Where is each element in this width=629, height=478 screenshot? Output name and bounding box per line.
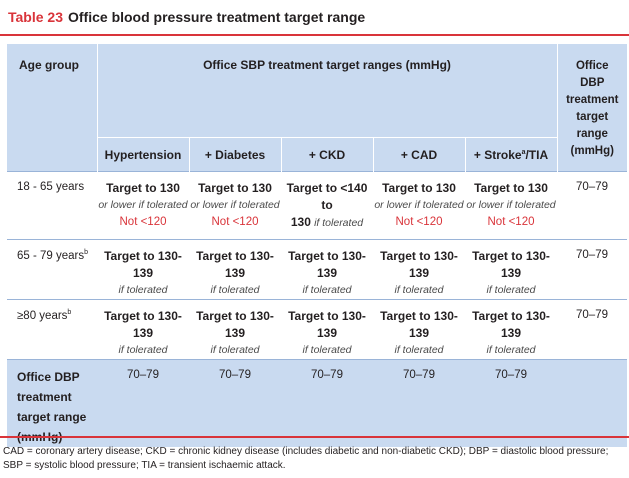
subheader-tia-label: /TIA <box>525 147 549 162</box>
target-sub: or lower if tolerated <box>98 198 188 211</box>
target-cell: Target to 130-139 if tolerated <box>373 238 465 299</box>
target-main2: 130 <box>290 214 311 229</box>
target-cell: Target to 130-139 if tolerated <box>189 298 281 359</box>
target-main: Target to 130-139 <box>104 248 182 280</box>
target-main: Target to 130-139 <box>104 308 182 340</box>
target-main: Target to 130-139 <box>288 308 366 340</box>
target-main: Target to 130-139 <box>196 248 274 280</box>
dbp-value: 70–79 <box>557 298 628 359</box>
dbp-summary-value: 70–79 <box>281 358 373 447</box>
subheader-hypertension: Hypertension <box>96 136 189 171</box>
target-line2: 130 if tolerated <box>281 214 373 232</box>
dbp-value: 70–79 <box>557 238 628 299</box>
target-sub: if tolerated <box>302 283 352 296</box>
dbp-summary-line: target range <box>17 409 87 424</box>
target-limit: Not <120 <box>211 215 259 228</box>
target-main: Target to 130 <box>474 180 548 195</box>
target-cell: Target to 130-139 if tolerated <box>465 298 558 359</box>
table-row: ≥80 yearsb Target to 130-139 if tolerate… <box>7 298 628 359</box>
subheader-stroke-label: + Stroke <box>473 147 522 162</box>
bp-target-table: Age group Office SBP treatment target ra… <box>7 44 628 447</box>
dbp-value: 70–79 <box>557 170 628 239</box>
target-cell: Target to 130 or lower if tolerated Not … <box>189 170 281 239</box>
target-sub: if tolerated <box>486 343 536 356</box>
target-sub: if tolerated <box>118 283 168 296</box>
footnote: CAD = coronary artery disease; CKD = chr… <box>3 446 609 471</box>
target-sub: if tolerated <box>314 216 364 229</box>
dbp-summary-value: 70–79 <box>97 358 189 447</box>
header-dbp-col: Office DBP treatment target range (mmHg) <box>556 44 628 171</box>
target-cell: Target to 130-139 if tolerated <box>97 298 189 359</box>
age-cell: 65 - 79 yearsb <box>7 238 97 299</box>
table-number: Table 23 <box>8 9 63 25</box>
target-sub: if tolerated <box>118 343 168 356</box>
target-sub: if tolerated <box>210 283 260 296</box>
target-sub: or lower if tolerated <box>466 198 556 211</box>
target-sub: or lower if tolerated <box>190 198 280 211</box>
target-limit: Not <120 <box>487 215 535 228</box>
footnote-marker: b <box>84 248 89 256</box>
table-title-bar: Table 23 Office blood pressure treatment… <box>0 0 629 36</box>
empty-cell <box>557 358 628 447</box>
target-main: Target to 130 <box>198 180 272 195</box>
header-sbp-span: Office SBP treatment target ranges (mmHg… <box>96 44 558 137</box>
target-sub: if tolerated <box>394 283 444 296</box>
header-dbp-line: target range <box>576 111 609 140</box>
target-main: Target to 130-139 <box>472 308 550 340</box>
target-limit: Not <120 <box>119 215 167 228</box>
dbp-summary-line: Office DBP <box>17 369 80 384</box>
age-label: 65 - 79 years <box>17 249 85 262</box>
target-main: Target to 130-139 <box>472 248 550 280</box>
table-row-dbp-summary: Office DBP treatment target range (mmHg)… <box>7 358 628 447</box>
age-cell: 18 - 65 years <box>7 170 97 239</box>
header-dbp-line: Office DBP <box>575 60 609 89</box>
subheader-diabetes: + Diabetes <box>188 136 281 171</box>
target-sub: if tolerated <box>486 283 536 296</box>
target-cell: Target to <140 to 130 if tolerated <box>281 170 373 239</box>
dbp-summary-value: 70–79 <box>465 358 558 447</box>
target-sub: or lower if tolerated <box>374 198 464 211</box>
target-sub: if tolerated <box>302 343 352 356</box>
target-cell: Target to 130-139 if tolerated <box>281 238 373 299</box>
target-main: Target to 130-139 <box>380 248 458 280</box>
table-title: Office blood pressure treatment target r… <box>68 9 366 25</box>
footnote-marker: a <box>521 148 526 156</box>
table-container: Age group Office SBP treatment target ra… <box>7 44 628 447</box>
footnote-marker: b <box>67 308 72 316</box>
target-main: Target to 130 <box>106 180 180 195</box>
target-cell: Target to 130-139 if tolerated <box>281 298 373 359</box>
target-main: Target to 130-139 <box>380 308 458 340</box>
target-cell: Target to 130-139 if tolerated <box>189 238 281 299</box>
dbp-summary-value: 70–79 <box>189 358 281 447</box>
subheader-ckd: + CKD <box>280 136 373 171</box>
target-limit: Not <120 <box>395 215 443 228</box>
dbp-summary-value: 70–79 <box>373 358 465 447</box>
footer-divider <box>0 436 629 438</box>
dbp-summary-label: Office DBP treatment target range (mmHg) <box>7 358 97 447</box>
target-cell: Target to 130 or lower if tolerated Not … <box>373 170 465 239</box>
header-age-group: Age group <box>7 44 97 171</box>
target-main: Target to 130-139 <box>288 248 366 280</box>
target-cell: Target to 130-139 if tolerated <box>373 298 465 359</box>
target-cell: Target to 130-139 if tolerated <box>97 238 189 299</box>
target-cell: Target to 130 or lower if tolerated Not … <box>465 170 558 239</box>
target-main: Target to <140 to <box>286 180 368 212</box>
age-label: ≥80 years <box>17 309 68 322</box>
target-main: Target to 130 <box>382 180 456 195</box>
age-cell: ≥80 yearsb <box>7 298 97 359</box>
header-dbp-line: treatment <box>566 94 619 106</box>
table-row: 18 - 65 years Target to 130 or lower if … <box>7 170 628 239</box>
target-main: Target to 130-139 <box>196 308 274 340</box>
dbp-summary-line: treatment <box>17 389 72 404</box>
header-dbp-line: (mmHg) <box>570 145 614 157</box>
subheader-cad: + CAD <box>372 136 465 171</box>
table-row: 65 - 79 yearsb Target to 130-139 if tole… <box>7 238 628 299</box>
target-sub: if tolerated <box>394 343 444 356</box>
target-cell: Target to 130-139 if tolerated <box>465 238 558 299</box>
target-cell: Target to 130 or lower if tolerated Not … <box>97 170 189 239</box>
target-sub: if tolerated <box>210 343 260 356</box>
subheader-stroke-tia: + Strokea/TIA <box>464 136 558 171</box>
